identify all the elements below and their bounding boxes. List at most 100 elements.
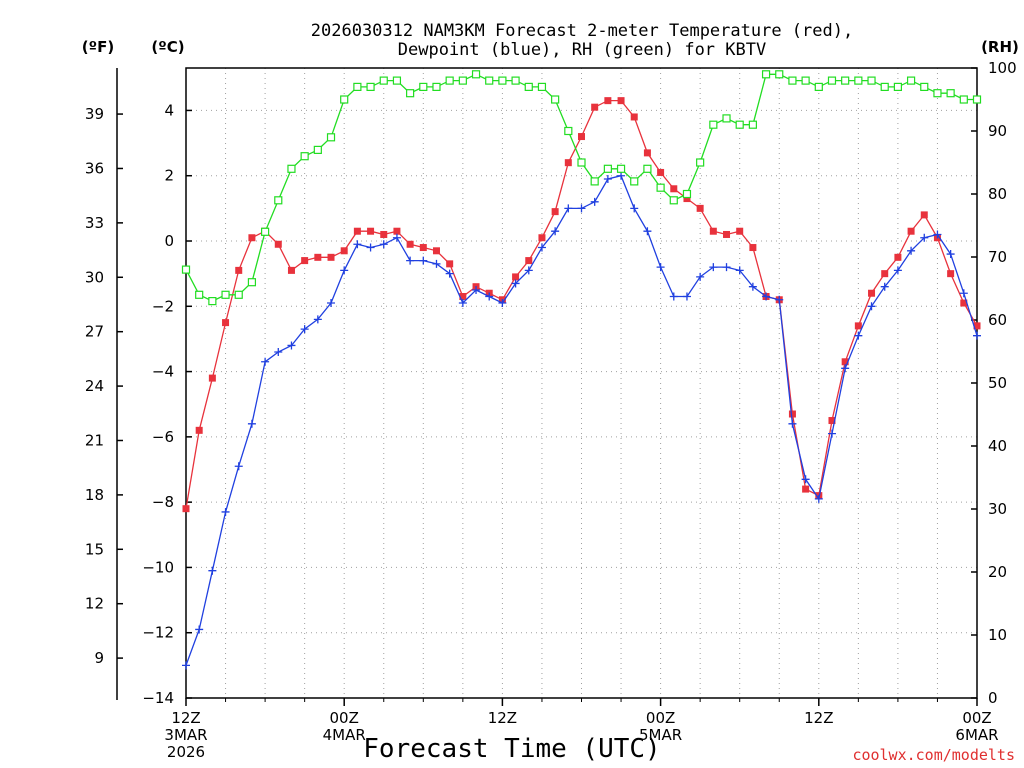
rh-point	[906, 76, 916, 85]
rh-tick-label: 90	[988, 122, 1007, 140]
data-series	[181, 70, 982, 670]
temperature-point	[709, 227, 717, 235]
dewpoint-point	[208, 566, 217, 575]
temperature-point	[604, 97, 612, 105]
rh-point	[353, 82, 362, 92]
temperature-point	[828, 417, 836, 425]
dewpoint-point	[973, 331, 981, 340]
axis-ticks: −14−12−10−8−6−4−202491215182124273033363…	[85, 59, 1017, 761]
rh-point	[761, 70, 771, 79]
temperature-point	[630, 113, 638, 121]
rh-point	[590, 177, 599, 186]
rh-point	[722, 114, 731, 123]
rh-point	[208, 297, 217, 306]
dewpoint-point	[867, 302, 876, 311]
rh-tick-label: 50	[988, 374, 1007, 392]
rh-point	[735, 120, 744, 129]
dewpoint-point	[340, 266, 349, 275]
rh-tick-label: 10	[988, 626, 1007, 644]
rh-point	[247, 278, 257, 287]
dewpoint-point	[696, 272, 705, 281]
temperature-point	[446, 260, 454, 268]
dewpoint-point	[735, 266, 744, 275]
dewpoint-point	[195, 625, 204, 634]
rh-point	[445, 76, 454, 85]
rh-point	[933, 89, 942, 98]
celsius-tick-label: −4	[152, 363, 174, 381]
temperature-point	[578, 133, 585, 141]
fahrenheit-tick-label: 27	[85, 323, 104, 341]
temperature-point	[327, 253, 335, 261]
temperature-point	[973, 322, 981, 330]
celsius-tick-label: −10	[142, 558, 174, 576]
temperature-point	[802, 485, 810, 493]
x-tick-label-date: 5MAR	[639, 726, 682, 744]
rh-tick-label: 100	[988, 59, 1017, 77]
rh-point	[854, 76, 863, 85]
rh-point	[432, 82, 441, 92]
rh-point	[274, 196, 283, 205]
dewpoint-point	[788, 419, 797, 428]
temperature-point	[920, 211, 928, 219]
x-tick-label-time: 12Z	[488, 709, 517, 727]
x-tick-label-time: 00Z	[330, 709, 359, 727]
rh-point	[972, 95, 982, 104]
dewpoint-point	[946, 250, 955, 259]
temperature-point	[432, 247, 440, 255]
temperature-point	[367, 227, 375, 235]
fahrenheit-unit-label: (ºF)	[82, 38, 114, 56]
temperature-point	[525, 257, 533, 265]
rh-unit-label: (RH)	[981, 38, 1019, 56]
rh-tick-label: 70	[988, 248, 1007, 266]
temperature-point	[696, 204, 704, 212]
temperature-point	[195, 426, 203, 434]
temperature-point	[248, 234, 256, 242]
temperature-point	[881, 270, 889, 278]
series-dewpoint	[182, 171, 981, 670]
dewpoint-point	[445, 269, 454, 278]
fahrenheit-tick-label: 21	[85, 431, 104, 449]
fahrenheit-tick-label: 24	[85, 377, 104, 395]
temperature-point	[907, 227, 915, 235]
dewpoint-point	[775, 295, 784, 304]
rh-point	[880, 82, 889, 92]
fahrenheit-tick-label: 39	[85, 105, 104, 123]
rh-tick-label: 80	[988, 185, 1007, 203]
temperature-point	[591, 103, 599, 111]
rh-point	[775, 70, 784, 79]
x-tick-label-time: 12Z	[804, 709, 833, 727]
dewpoint-point	[234, 462, 243, 471]
rh-point	[511, 76, 520, 85]
temperature-point	[683, 195, 691, 203]
dewpoint-point	[590, 197, 599, 206]
fahrenheit-tick-label: 15	[85, 540, 104, 558]
dewpoint-point	[709, 263, 718, 272]
series-line	[185, 174, 978, 666]
celsius-tick-label: −8	[152, 493, 174, 511]
dewpoint-point	[656, 263, 665, 272]
rh-point	[287, 164, 296, 173]
rh-point	[485, 76, 494, 85]
dewpoint-point	[511, 279, 520, 288]
x-tick-label-date: 6MAR	[955, 726, 998, 744]
temperature-point	[274, 240, 282, 248]
rh-point	[814, 82, 823, 92]
temperature-point	[960, 299, 968, 307]
rh-point	[379, 76, 388, 85]
rh-point	[471, 70, 481, 79]
temperature-point	[287, 266, 295, 274]
rh-point	[709, 120, 718, 129]
celsius-tick-label: 2	[164, 167, 174, 185]
rh-tick-label: 60	[988, 311, 1007, 329]
dewpoint-point	[748, 282, 757, 291]
rh-point	[498, 76, 507, 85]
rh-point	[326, 133, 336, 142]
celsius-tick-label: −2	[152, 297, 174, 315]
dewpoint-point	[564, 204, 573, 213]
temperature-point	[749, 244, 757, 252]
temperature-point	[723, 230, 731, 238]
rh-point	[616, 164, 626, 173]
dewpoint-point	[669, 292, 678, 301]
dewpoint-point	[814, 494, 823, 503]
